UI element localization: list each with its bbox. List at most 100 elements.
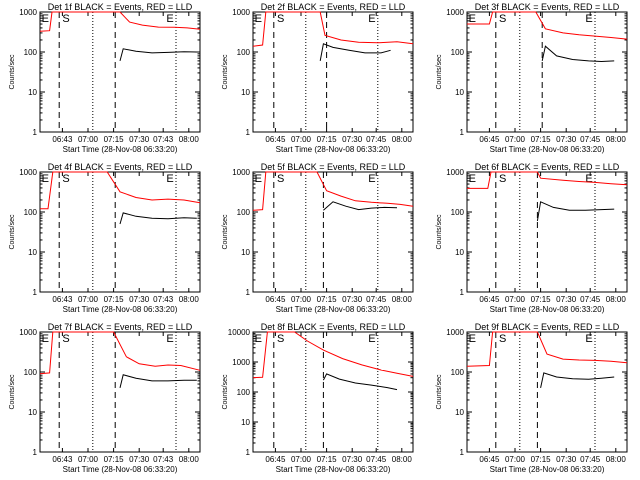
x-tick-label: 06:43: [52, 295, 73, 304]
interval-marker-label: E: [166, 13, 173, 25]
x-tick-label: 06:43: [52, 135, 73, 144]
y-axis-label: Counts/sec: [9, 374, 16, 410]
y-tick-label: 100: [451, 368, 465, 377]
y-tick-label: 1000: [446, 328, 464, 337]
y-tick-label: 1000: [232, 8, 250, 17]
panel-title: Det 7f BLACK = Events, RED = LLD: [48, 322, 193, 332]
y-axis-label: Counts/sec: [436, 214, 443, 250]
interval-marker-label: S: [62, 173, 69, 185]
y-tick-label: 1000: [19, 328, 37, 337]
y-tick-label: 10000: [228, 328, 251, 337]
x-tick-label: 07:15: [531, 455, 552, 464]
events-rate-line: [322, 373, 398, 391]
x-tick-label: 07:43: [153, 455, 174, 464]
events-rate-line: [541, 45, 615, 63]
x-tick-label: 06:43: [52, 455, 73, 464]
y-tick-label: 1: [246, 128, 251, 137]
y-axis-label: Counts/sec: [222, 374, 229, 410]
x-tick-label: 07:15: [104, 295, 125, 304]
x-tick-label: 07:45: [580, 455, 601, 464]
x-tick-label: 07:45: [580, 295, 601, 304]
y-tick-label: 100: [24, 208, 38, 217]
x-tick-label: 08:00: [392, 295, 413, 304]
interval-marker-label: E: [469, 333, 476, 345]
lld-rate-line: [467, 171, 628, 189]
panel-title: Det 9f BLACK = Events, RED = LLD: [475, 322, 620, 332]
detector-panel-9: Det 9f BLACK = Events, RED = LLD 1 10 100 10…: [436, 322, 628, 474]
y-tick-label: 1: [33, 288, 38, 297]
x-tick-label: 06:45: [479, 135, 500, 144]
x-tick-label: 07:43: [153, 295, 174, 304]
y-tick-label: 10: [455, 88, 464, 97]
x-tick-label: 07:00: [291, 295, 312, 304]
x-tick-label: 07:15: [104, 455, 125, 464]
y-tick-label: 1000: [19, 168, 37, 177]
interval-marker-label: E: [469, 173, 476, 185]
interval-marker-label: E: [368, 173, 375, 185]
x-axis-label: Start Time (28-Nov-08 06:33:20): [63, 305, 178, 314]
detector-panel-7: Det 7f BLACK = Events, RED = LLD 1 10 100 10…: [9, 322, 201, 474]
interval-marker-label: S: [62, 333, 69, 345]
lld-rate-line: [39, 331, 201, 375]
x-axis-label: Start Time (28-Nov-08 06:33:20): [490, 465, 605, 474]
y-tick-label: 10: [28, 408, 37, 417]
x-tick-label: 07:45: [580, 135, 601, 144]
x-axis-label: Start Time (28-Nov-08 06:33:20): [276, 305, 391, 314]
plot-frame: [466, 11, 628, 133]
x-tick-label: 07:00: [78, 295, 99, 304]
y-tick-label: 100: [24, 368, 38, 377]
detector-panel-2: Det 2f BLACK = Events, RED = LLD 1 10 100 10…: [222, 2, 414, 154]
plot-frame: [252, 11, 414, 133]
interval-marker-label: E: [469, 13, 476, 25]
y-tick-label: 10: [241, 88, 250, 97]
x-tick-label: 07:00: [291, 135, 312, 144]
x-axis-label: Start Time (28-Nov-08 06:33:20): [276, 145, 391, 154]
y-tick-label: 1000: [232, 168, 250, 177]
x-tick-label: 06:45: [265, 455, 286, 464]
x-tick-label: 07:30: [556, 295, 577, 304]
y-tick-label: 1000: [19, 8, 37, 17]
x-tick-label: 07:15: [531, 135, 552, 144]
y-tick-label: 10: [241, 248, 250, 257]
lld-rate-line: [466, 331, 628, 367]
y-tick-label: 10: [28, 248, 37, 257]
y-tick-label: 1: [246, 288, 251, 297]
interval-marker-label: E: [585, 333, 592, 345]
x-tick-label: 07:43: [153, 135, 174, 144]
x-tick-label: 08:00: [606, 135, 627, 144]
interval-marker-label: S: [277, 333, 284, 345]
x-tick-label: 08:00: [606, 295, 627, 304]
y-tick-label: 100: [24, 48, 38, 57]
x-tick-label: 07:00: [505, 295, 526, 304]
interval-marker-label: E: [42, 333, 49, 345]
x-tick-label: 07:00: [505, 455, 526, 464]
panel-title: Det 2f BLACK = Events, RED = LLD: [261, 2, 406, 12]
interval-marker-label: E: [585, 13, 592, 25]
y-tick-label: 100: [237, 388, 251, 397]
detector-panel-5: Det 5f BLACK = Events, RED = LLD 1 10 100 10…: [222, 162, 414, 314]
x-tick-label: 07:45: [366, 295, 387, 304]
x-tick-label: 08:00: [392, 135, 413, 144]
lld-rate-line: [39, 11, 201, 32]
detector-panel-8: Det 8f BLACK = Events, RED = LLD 1 10 100 10…: [222, 322, 414, 474]
interval-marker-label: S: [277, 13, 284, 25]
events-rate-line: [319, 43, 391, 61]
events-rate-line: [119, 212, 197, 225]
x-tick-label: 07:00: [78, 135, 99, 144]
x-axis-label: Start Time (28-Nov-08 06:33:20): [63, 145, 178, 154]
panel-title: Det 1f BLACK = Events, RED = LLD: [48, 2, 193, 12]
x-tick-label: 06:45: [265, 135, 286, 144]
y-axis-label: Counts/sec: [9, 54, 16, 90]
interval-marker-label: S: [499, 333, 506, 345]
y-tick-label: 1000: [232, 358, 250, 367]
y-tick-label: 10: [241, 418, 250, 427]
plot-frame: [39, 171, 201, 293]
x-tick-label: 07:30: [556, 135, 577, 144]
y-tick-label: 10: [455, 248, 464, 257]
lld-rate-line: [252, 331, 414, 379]
y-tick-label: 1: [246, 448, 251, 457]
x-axis-label: Start Time (28-Nov-08 06:33:20): [490, 305, 605, 314]
events-rate-line: [119, 48, 197, 62]
y-axis-label: Counts/sec: [436, 54, 443, 90]
y-tick-label: 100: [451, 48, 465, 57]
